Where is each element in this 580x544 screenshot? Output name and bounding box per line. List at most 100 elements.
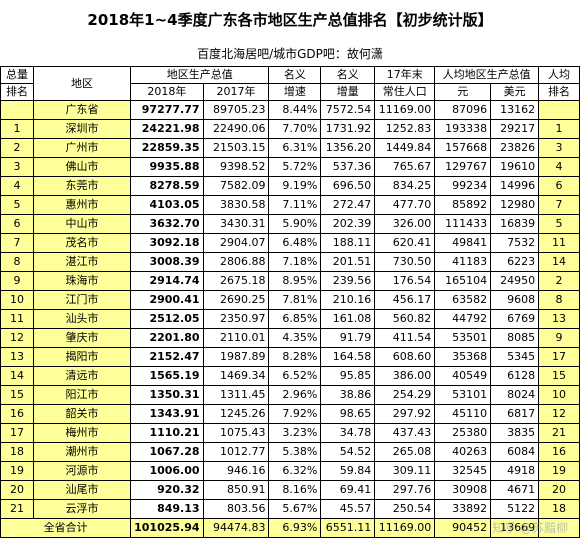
total-increment: 6551.11: [320, 518, 376, 538]
cell-increment: 537.36: [320, 157, 376, 177]
header-usd: 美元: [490, 83, 540, 101]
table-row: 15 阳江市 1350.31 1311.45 2.96% 38.86 254.29 53101…: [0, 385, 580, 405]
cell-gdp-2017: 3830.58: [202, 195, 270, 215]
cell-gdp-2018: 24221.98: [130, 119, 204, 139]
cell-percapita-yuan: 99234: [434, 176, 492, 196]
cell-region: 韶关市: [32, 404, 132, 424]
table-row: 6 中山市 3632.70 3430.31 5.90% 202.39 326.00 11143…: [0, 214, 580, 234]
total-percapita-rank: [538, 518, 580, 538]
table-body: 广东省 97277.77 89705.23 8.44% 7572.54 11169.00 8…: [0, 100, 580, 519]
cell-increment: 210.16: [320, 290, 376, 310]
cell-percapita-yuan: 165104: [434, 271, 492, 291]
cell-percapita-yuan: 30908: [434, 480, 492, 500]
cell-rank: 9: [0, 271, 34, 291]
cell-percapita-usd: 16839: [490, 214, 540, 234]
cell-growth: 6.32%: [268, 461, 322, 481]
cell-population: 608.60: [374, 347, 436, 367]
cell-rank: 16: [0, 404, 34, 424]
cell-population: 1449.84: [374, 138, 436, 158]
cell-percapita-rank: 3: [538, 138, 580, 158]
cell-gdp-2017: 1245.26: [202, 404, 270, 424]
cell-increment: 1731.92: [320, 119, 376, 139]
total-percapita-yuan: 90452: [434, 518, 492, 538]
cell-percapita-yuan: 85892: [434, 195, 492, 215]
cell-growth: 9.19%: [268, 176, 322, 196]
cell-gdp-2017: 2904.07: [202, 233, 270, 253]
cell-rank: 20: [0, 480, 34, 500]
cell-percapita-usd: 6128: [490, 366, 540, 386]
header-nominal-increment: 名义: [320, 66, 376, 84]
cell-percapita-rank: 12: [538, 404, 580, 424]
cell-region: 江门市: [32, 290, 132, 310]
header-percapita-rank-2: 排名: [538, 83, 580, 101]
cell-growth: 8.44%: [268, 100, 322, 120]
cell-gdp-2017: 1012.77: [202, 442, 270, 462]
cell-percapita-rank: [538, 100, 580, 120]
cell-growth: 8.95%: [268, 271, 322, 291]
cell-growth: 5.67%: [268, 499, 322, 519]
cell-percapita-rank: 2: [538, 271, 580, 291]
cell-percapita-usd: 5122: [490, 499, 540, 519]
cell-rank: 6: [0, 214, 34, 234]
cell-region: 中山市: [32, 214, 132, 234]
cell-region: 汕尾市: [32, 480, 132, 500]
cell-gdp-2018: 2152.47: [130, 347, 204, 367]
total-row: 全省合计 101025.94 94474.83 6.93% 6551.11 11…: [0, 518, 580, 538]
cell-percapita-usd: 6769: [490, 309, 540, 329]
cell-growth: 6.31%: [268, 138, 322, 158]
cell-population: 765.67: [374, 157, 436, 177]
cell-percapita-yuan: 25380: [434, 423, 492, 443]
total-population: 11169.00: [374, 518, 436, 538]
header-yuan: 元: [434, 83, 492, 101]
cell-percapita-rank: 13: [538, 309, 580, 329]
table-row: 2 广州市 22859.35 21503.15 6.31% 1356.20 1449.84 1…: [0, 138, 580, 158]
cell-percapita-rank: 19: [538, 461, 580, 481]
cell-rank: 17: [0, 423, 34, 443]
cell-gdp-2018: 2900.41: [130, 290, 204, 310]
cell-percapita-usd: 3835: [490, 423, 540, 443]
cell-rank: 19: [0, 461, 34, 481]
cell-rank: 2: [0, 138, 34, 158]
cell-increment: 38.86: [320, 385, 376, 405]
cell-rank: [0, 100, 34, 120]
cell-percapita-yuan: 32545: [434, 461, 492, 481]
cell-percapita-yuan: 45110: [434, 404, 492, 424]
cell-gdp-2018: 1067.28: [130, 442, 204, 462]
cell-rank: 13: [0, 347, 34, 367]
cell-rank: 4: [0, 176, 34, 196]
cell-region: 茂名市: [32, 233, 132, 253]
cell-percapita-usd: 6223: [490, 252, 540, 272]
cell-percapita-yuan: 35368: [434, 347, 492, 367]
header-row-1: 总量 地区 地区生产总值 名义 名义 17年末 人均地区生产总值 人均: [0, 66, 580, 101]
cell-growth: 6.52%: [268, 366, 322, 386]
cell-gdp-2018: 1006.00: [130, 461, 204, 481]
cell-percapita-usd: 23826: [490, 138, 540, 158]
cell-increment: 164.58: [320, 347, 376, 367]
cell-population: 265.08: [374, 442, 436, 462]
cell-growth: 5.90%: [268, 214, 322, 234]
cell-percapita-usd: 4918: [490, 461, 540, 481]
cell-rank: 8: [0, 252, 34, 272]
cell-rank: 1: [0, 119, 34, 139]
cell-rank: 7: [0, 233, 34, 253]
cell-gdp-2017: 1075.43: [202, 423, 270, 443]
cell-rank: 14: [0, 366, 34, 386]
cell-region: 广州市: [32, 138, 132, 158]
cell-gdp-2017: 946.16: [202, 461, 270, 481]
cell-increment: 91.79: [320, 328, 376, 348]
header-nominal-growth: 名义: [268, 66, 322, 84]
cell-increment: 188.11: [320, 233, 376, 253]
cell-percapita-usd: 8024: [490, 385, 540, 405]
cell-population: 1252.83: [374, 119, 436, 139]
cell-percapita-rank: 16: [538, 442, 580, 462]
cell-percapita-yuan: 53501: [434, 328, 492, 348]
table-row: 7 茂名市 3092.18 2904.07 6.48% 188.11 620.41 49841…: [0, 233, 580, 253]
cell-population: 326.00: [374, 214, 436, 234]
cell-rank: 21: [0, 499, 34, 519]
cell-increment: 69.41: [320, 480, 376, 500]
cell-percapita-yuan: 41183: [434, 252, 492, 272]
cell-increment: 272.47: [320, 195, 376, 215]
table-title: 2018年1~4季度广东各市地区生产总值排名【初步统计版】: [87, 11, 493, 29]
cell-percapita-rank: 21: [538, 423, 580, 443]
